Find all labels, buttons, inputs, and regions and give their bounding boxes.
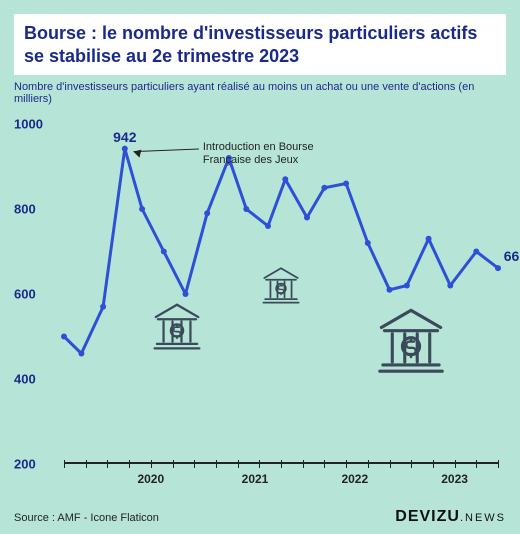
axis-minor-tick: [411, 460, 412, 468]
chart: 2020202120222023942661Introduction en Bo…: [14, 124, 506, 494]
building-icon: [372, 301, 450, 379]
axis-minor-tick: [216, 460, 217, 468]
data-label: 942: [113, 129, 136, 145]
building-icon-wrap: [259, 263, 303, 312]
axis-minor-tick: [107, 460, 108, 468]
y-tick: 400: [14, 372, 36, 387]
axis-minor-tick: [303, 460, 304, 468]
data-label: 661: [504, 248, 520, 264]
logo: DEVIZU.NEWS: [395, 508, 506, 526]
axis-minor-tick: [498, 460, 499, 468]
page-title: Bourse : le nombre d'investisseurs parti…: [24, 22, 496, 67]
axis-minor-tick: [238, 460, 239, 468]
axis-minor-tick: [129, 460, 130, 468]
y-tick: 1000: [14, 117, 43, 132]
plot-area: 2020202120222023942661Introduction en Bo…: [64, 124, 498, 464]
source-text: Source : AMF - Icone Flaticon: [14, 512, 159, 524]
annotation: Introduction en BourseFrançaise des Jeux: [203, 141, 314, 167]
building-icon-wrap: [149, 298, 205, 359]
axis-minor-tick: [173, 460, 174, 468]
y-tick: 800: [14, 202, 36, 217]
axis-minor-tick: [324, 460, 325, 468]
axis-minor-tick: [151, 460, 152, 468]
x-tick: 2021: [242, 472, 269, 486]
axis-minor-tick: [476, 460, 477, 468]
y-tick: 200: [14, 457, 36, 472]
logo-main: DEVIZU: [395, 508, 460, 525]
title-box: Bourse : le nombre d'investisseurs parti…: [14, 14, 506, 75]
axis-minor-tick: [433, 460, 434, 468]
axis-minor-tick: [194, 460, 195, 468]
x-tick: 2020: [137, 472, 164, 486]
building-icon-wrap: [372, 301, 450, 384]
axis-minor-tick: [455, 460, 456, 468]
y-tick: 600: [14, 287, 36, 302]
axis-minor-tick: [281, 460, 282, 468]
x-tick: 2022: [341, 472, 368, 486]
axis-minor-tick: [390, 460, 391, 468]
axis-minor-tick: [368, 460, 369, 468]
building-icon: [259, 263, 303, 307]
logo-sub: .NEWS: [460, 512, 506, 524]
axis-minor-tick: [64, 460, 65, 468]
axis-minor-tick: [259, 460, 260, 468]
axis-minor-tick: [86, 460, 87, 468]
axis-minor-tick: [346, 460, 347, 468]
subtitle: Nombre d'investisseurs particuliers ayan…: [14, 81, 506, 105]
building-icon: [149, 298, 205, 354]
x-tick: 2023: [441, 472, 468, 486]
